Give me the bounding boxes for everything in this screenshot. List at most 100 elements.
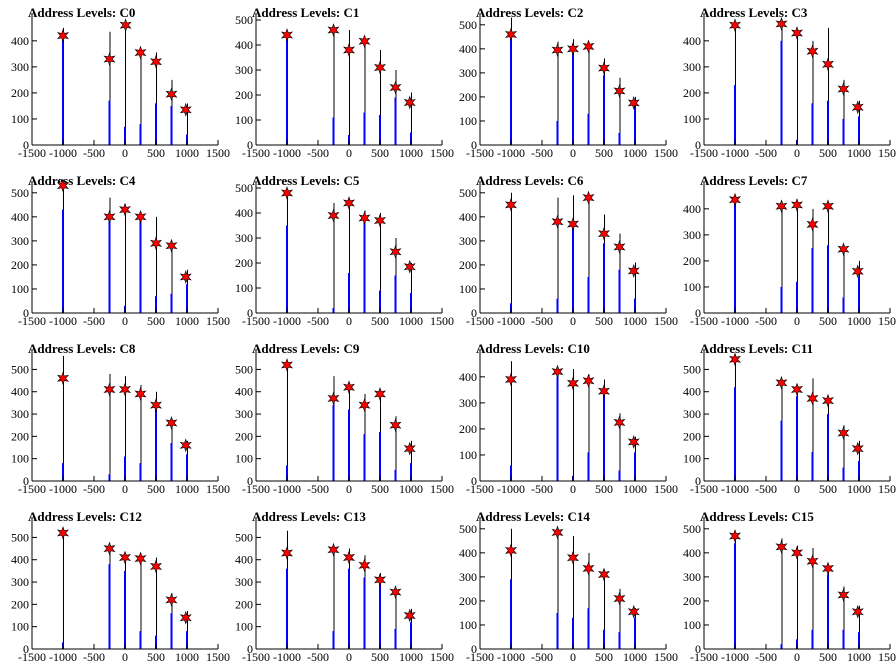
x-tick-label: -500 [531,146,553,160]
chart-title: Address Levels: C5 [252,173,360,188]
x-tick-label: 1000 [623,650,647,664]
x-tick-label: 1500 [430,650,454,664]
y-tick-label: 300 [459,66,477,80]
y-tick-label: 0 [247,474,253,488]
star-marker [389,244,402,259]
chart-plot: 0 100 200 300 400 500 -1500 -1000 -500 0 500 1000 15… [683,350,896,496]
star-marker [403,95,416,110]
x-tick-label: -500 [83,482,105,496]
star-marker [775,16,788,31]
star-marker [165,238,178,253]
star-marker [327,208,340,223]
x-tick-label: -500 [755,314,777,328]
x-tick-label: -1500 [18,650,46,664]
x-tick-label: 0 [346,650,352,664]
chart-plot: 0 100 200 300 400 500 -1500 -1000 -500 0 500 1000 15… [683,518,896,664]
x-tick-label: 1500 [654,482,678,496]
x-tick-label: -1000 [497,146,525,160]
y-tick-label: 200 [459,258,477,272]
x-tick-label: 1000 [847,146,871,160]
x-tick-label: -500 [755,482,777,496]
x-tick-label: 500 [147,650,165,664]
star-marker [374,572,386,587]
star-marker [57,526,69,540]
star-marker [103,52,116,66]
star-marker [119,18,132,33]
star-marker [343,380,355,395]
y-tick-label: 500 [459,522,477,536]
star-marker [791,382,803,397]
x-tick-label: 0 [346,482,352,496]
y-tick-label: 100 [459,114,477,128]
x-tick-label: 500 [595,482,613,496]
star-marker [150,398,162,413]
x-tick-label: 1000 [175,314,199,328]
chart-plot: 0 100 200 300 400 -1500-1000 -500 0 500 1000 1500 [683,182,896,328]
y-tick-label: 100 [459,448,477,462]
star-marker [851,100,864,115]
star-marker [505,27,517,42]
chart-plot: 0 100 200 300 400 500 -1500 -1000 -500 0 500 1000 15… [11,518,230,664]
star-marker [551,214,564,229]
x-tick-label: 500 [371,146,389,160]
star-marker [103,382,116,397]
star-marker [729,529,741,543]
y-tick-label: 500 [11,186,29,200]
x-tick-label: -1000 [497,482,525,496]
star-marker [775,199,788,214]
x-tick-label: -1500 [242,146,270,160]
star-marker [57,371,69,386]
x-tick-label: 0 [794,482,800,496]
y-tick-label: 100 [11,452,29,466]
x-tick-label: -1500 [466,146,494,160]
chart-plot: 0 100 200 300 400 500 -1500 -1000 -500 0 500 1000 15… [459,518,678,664]
y-tick-label: 100 [11,282,29,296]
y-tick-label: 0 [695,138,701,152]
x-tick-label: 0 [122,146,128,160]
star-marker [613,83,626,98]
star-marker [567,550,579,565]
star-marker [729,18,741,33]
y-tick-label: 500 [235,362,253,376]
star-marker [327,391,340,406]
y-tick-label: 100 [683,452,701,466]
x-tick-label: -500 [531,314,553,328]
star-marker [374,387,386,401]
y-tick-label: 200 [459,422,477,436]
star-marker [403,441,416,456]
star-marker [119,382,131,397]
star-marker [179,610,192,625]
x-tick-label: -500 [83,650,105,664]
y-tick-label: 300 [235,407,253,421]
x-tick-label: -1000 [273,146,301,160]
star-marker [281,358,293,372]
y-tick-label: 400 [11,34,29,48]
star-marker [343,550,355,565]
star-marker [150,559,162,574]
x-tick-label: 1500 [878,146,896,160]
y-tick-label: 0 [471,306,477,320]
x-tick-label: -500 [83,146,105,160]
x-tick-label: -1500 [466,314,494,328]
y-tick-label: 100 [235,113,253,127]
chart-title: Address Levels: C2 [476,5,584,20]
y-tick-label: 500 [235,530,253,544]
y-tick-label: 400 [683,34,701,48]
y-tick-label: 500 [235,181,253,195]
star-marker [327,542,340,557]
x-tick-label: 1500 [206,482,230,496]
y-tick-label: 0 [471,474,477,488]
x-tick-label: 1000 [399,314,423,328]
x-tick-label: -1500 [690,482,718,496]
y-tick-label: 0 [23,306,29,320]
x-tick-label: -1000 [273,650,301,664]
chart-plot: 0 100 200 300 400 500 -1500 -1000 -500 0 500 1000 15… [459,14,678,160]
star-marker [567,376,579,391]
chart-plot: 0 100 200 300 400 500 -1500 -1000 -500 0 500 1000 15… [235,350,454,496]
x-tick-label: 500 [147,482,165,496]
chart-plot: 0 100 200 300 400 500 -1500 -1000 -500 0 500 1000 15… [459,182,678,328]
y-tick-label: 400 [459,42,477,56]
chart-title: Address Levels: C1 [252,5,360,20]
x-tick-label: -1000 [721,314,749,328]
y-tick-label: 400 [235,206,253,220]
